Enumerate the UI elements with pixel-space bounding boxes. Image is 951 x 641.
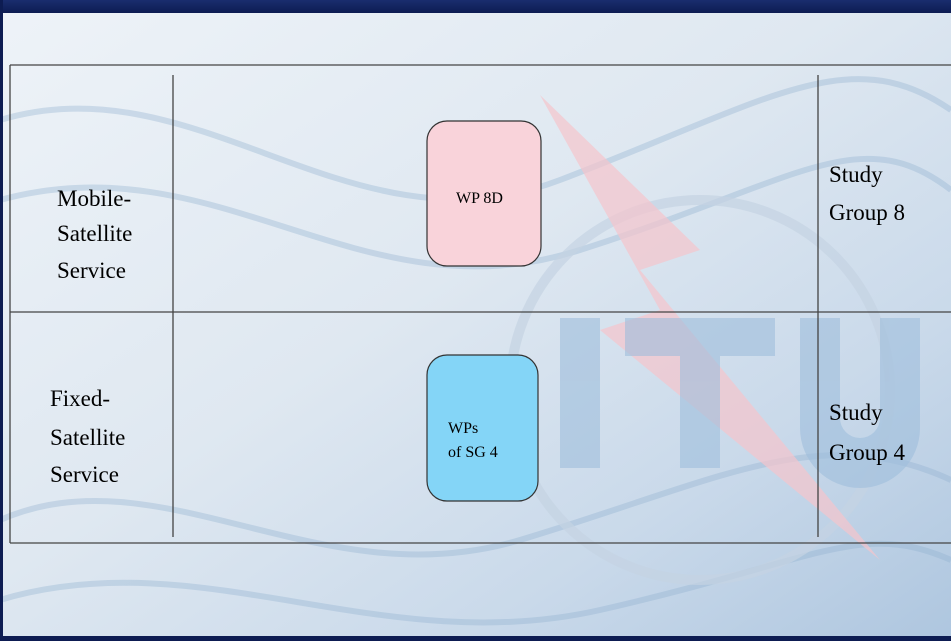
service-label: Service [50, 462, 119, 487]
working-party-label: WP 8D [456, 190, 503, 207]
top-bar [0, 0, 951, 13]
study-group-label: Group 4 [829, 440, 906, 465]
study-group-label: Group 8 [829, 200, 905, 225]
working-party-box [426, 120, 542, 267]
working-party-box [426, 354, 539, 502]
itu-logo-watermark [505, 95, 920, 585]
left-border [0, 0, 3, 641]
service-label: Satellite [50, 425, 125, 450]
bottom-border [0, 636, 951, 641]
study-group-label: Study [829, 162, 883, 187]
working-party-label: WPs [448, 420, 478, 437]
service-label: Satellite [57, 221, 132, 246]
table-frame [9, 64, 951, 544]
service-label: Mobile- [57, 186, 131, 211]
study-group-label: Study [829, 400, 883, 425]
service-label: Fixed- [50, 386, 110, 411]
working-party-label: of SG 4 [448, 444, 498, 461]
service-label: Service [57, 258, 126, 283]
